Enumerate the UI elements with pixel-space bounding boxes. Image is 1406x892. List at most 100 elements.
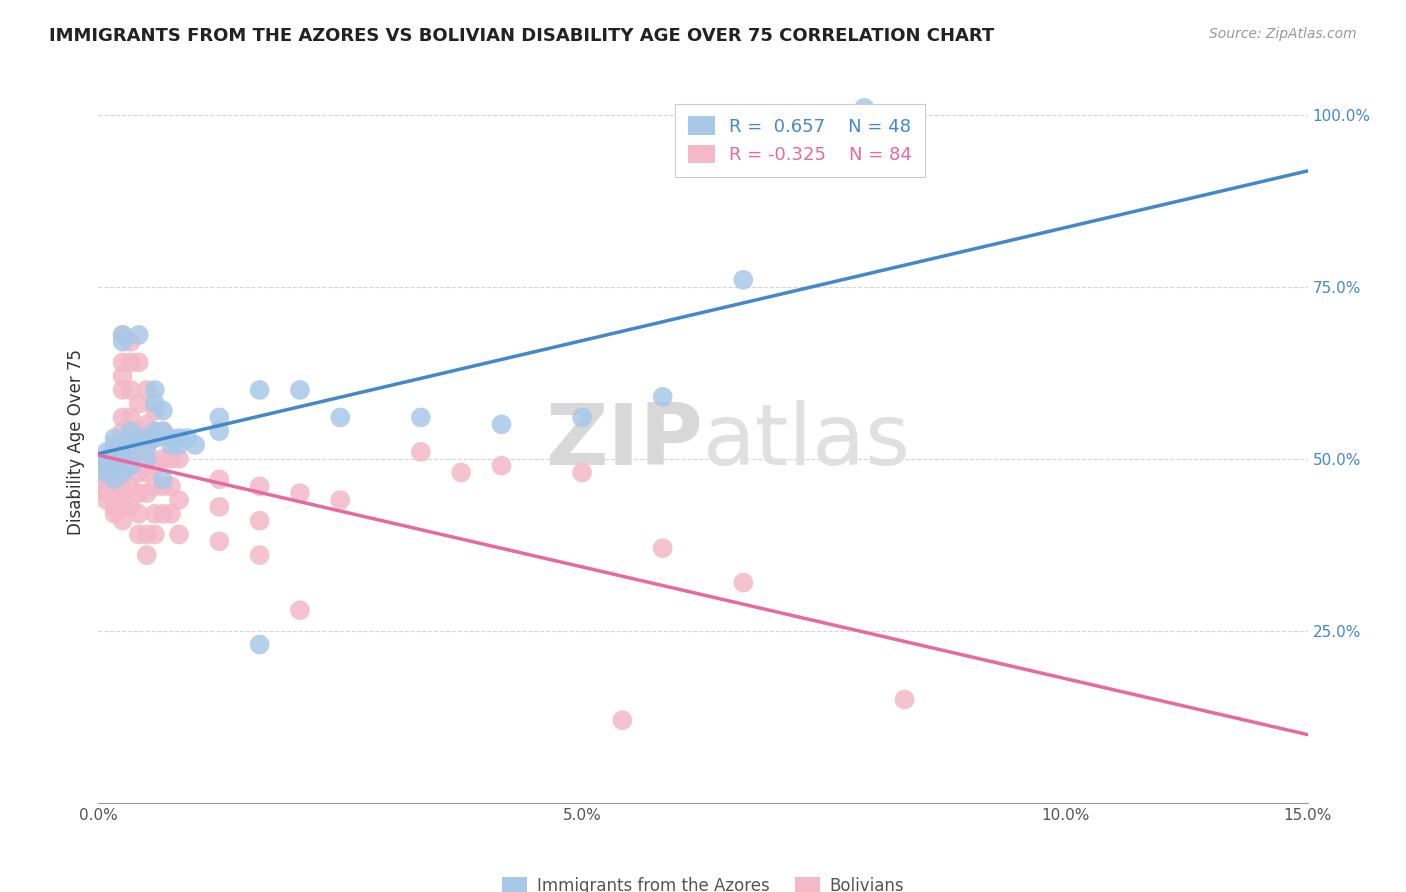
Point — [103, 472, 125, 486]
Point — [491, 458, 513, 473]
Point — [128, 355, 150, 369]
Point — [103, 486, 125, 500]
Point — [96, 479, 118, 493]
Point — [111, 445, 134, 459]
Point — [128, 424, 150, 438]
Point — [249, 479, 271, 493]
Point — [176, 431, 198, 445]
Point — [111, 410, 134, 425]
Point — [143, 397, 166, 411]
Point — [160, 507, 183, 521]
Legend: Immigrants from the Azores, Bolivians: Immigrants from the Azores, Bolivians — [494, 869, 912, 892]
Point — [135, 445, 157, 459]
Point — [143, 431, 166, 445]
Point — [120, 458, 142, 473]
Point — [111, 424, 134, 438]
Point — [208, 500, 231, 514]
Point — [103, 472, 125, 486]
Point — [208, 424, 231, 438]
Point — [249, 514, 271, 528]
Point — [143, 458, 166, 473]
Point — [96, 486, 118, 500]
Point — [329, 493, 352, 508]
Point — [135, 383, 157, 397]
Point — [103, 438, 125, 452]
Point — [103, 445, 125, 459]
Point — [208, 534, 231, 549]
Text: atlas: atlas — [703, 400, 911, 483]
Point — [152, 479, 174, 493]
Text: IMMIGRANTS FROM THE AZORES VS BOLIVIAN DISABILITY AGE OVER 75 CORRELATION CHART: IMMIGRANTS FROM THE AZORES VS BOLIVIAN D… — [49, 27, 994, 45]
Point — [103, 507, 125, 521]
Point — [111, 355, 134, 369]
Point — [249, 548, 271, 562]
Point — [111, 472, 134, 486]
Point — [409, 410, 432, 425]
Point — [128, 397, 150, 411]
Point — [103, 438, 125, 452]
Point — [288, 603, 311, 617]
Point — [450, 466, 472, 480]
Y-axis label: Disability Age Over 75: Disability Age Over 75 — [66, 349, 84, 534]
Point — [120, 479, 142, 493]
Point — [111, 466, 134, 480]
Point — [103, 451, 125, 466]
Point — [111, 438, 134, 452]
Point — [143, 383, 166, 397]
Point — [135, 431, 157, 445]
Point — [103, 451, 125, 466]
Point — [120, 334, 142, 349]
Point — [111, 445, 134, 459]
Point — [152, 424, 174, 438]
Point — [96, 451, 118, 466]
Point — [103, 458, 125, 473]
Point — [120, 445, 142, 459]
Point — [111, 500, 134, 514]
Point — [96, 493, 118, 508]
Point — [160, 438, 183, 452]
Point — [128, 527, 150, 541]
Point — [167, 431, 190, 445]
Point — [120, 383, 142, 397]
Point — [96, 445, 118, 459]
Point — [128, 327, 150, 342]
Point — [111, 514, 134, 528]
Point — [120, 431, 142, 445]
Point — [111, 369, 134, 384]
Point — [143, 507, 166, 521]
Point — [103, 458, 125, 473]
Point — [167, 493, 190, 508]
Point — [120, 500, 142, 514]
Point — [111, 486, 134, 500]
Point — [612, 713, 634, 727]
Point — [103, 431, 125, 445]
Point — [128, 431, 150, 445]
Point — [167, 451, 190, 466]
Point — [135, 451, 157, 466]
Point — [128, 507, 150, 521]
Point — [135, 438, 157, 452]
Point — [288, 383, 311, 397]
Point — [143, 403, 166, 417]
Point — [96, 458, 118, 473]
Point — [409, 445, 432, 459]
Point — [152, 403, 174, 417]
Point — [571, 410, 593, 425]
Point — [160, 479, 183, 493]
Point — [96, 451, 118, 466]
Point — [167, 438, 190, 452]
Point — [96, 458, 118, 473]
Point — [96, 466, 118, 480]
Point — [249, 638, 271, 652]
Point — [120, 410, 142, 425]
Point — [103, 500, 125, 514]
Text: Source: ZipAtlas.com: Source: ZipAtlas.com — [1209, 27, 1357, 41]
Point — [288, 486, 311, 500]
Point — [120, 458, 142, 473]
Point — [208, 410, 231, 425]
Point — [167, 527, 190, 541]
Point — [135, 466, 157, 480]
Point — [651, 541, 673, 556]
Point — [893, 692, 915, 706]
Point — [733, 273, 755, 287]
